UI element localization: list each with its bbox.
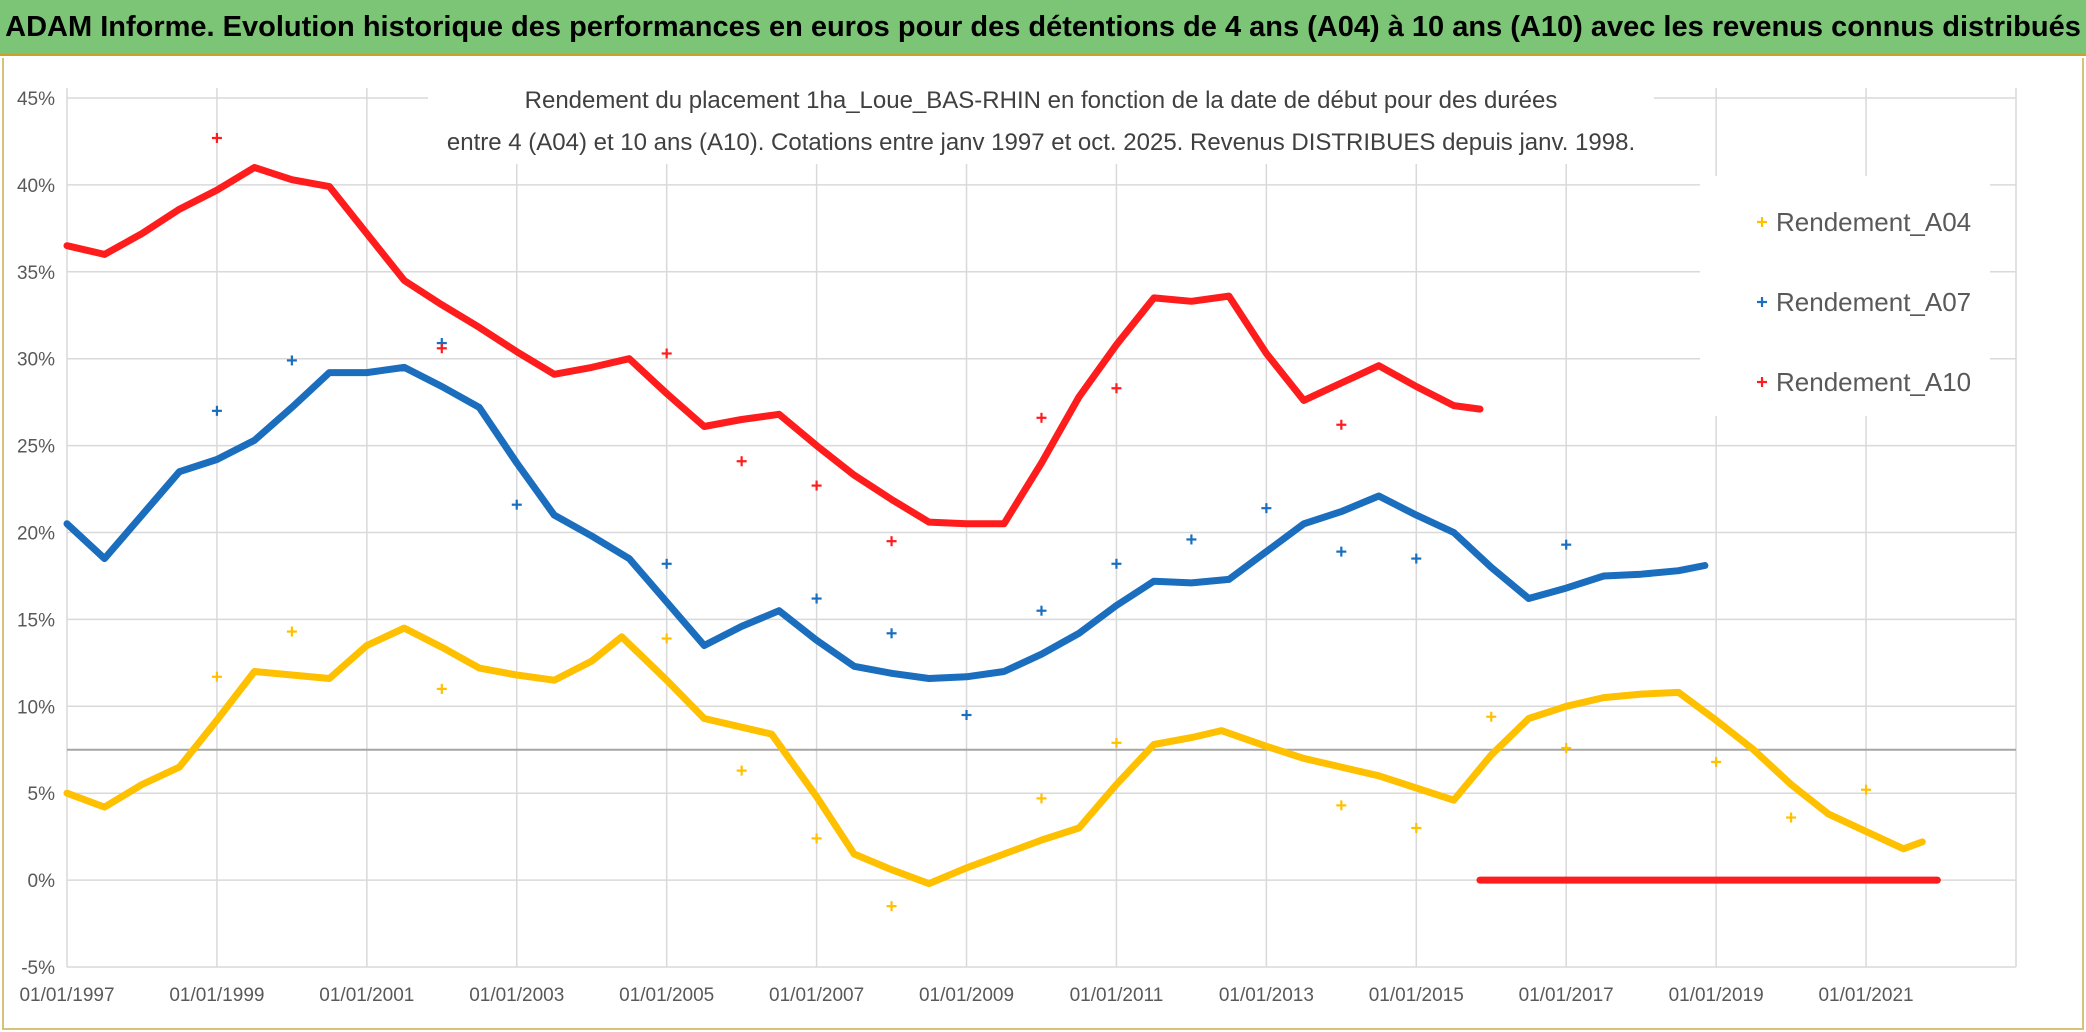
scatter-point-rendement-a10 (1036, 412, 1047, 423)
x-tick-label: 01/01/2009 (919, 985, 1014, 1006)
legend-item-rendement-a10: Rendement_A10 (1757, 367, 1971, 397)
scatter-point-rendement-a10 (811, 480, 822, 491)
scatter-point-rendement-a10 (211, 132, 222, 143)
y-tick-label: 15% (17, 610, 55, 631)
scatter-point-rendement-a07 (1411, 553, 1422, 564)
scatter-point-rendement-a07 (286, 355, 297, 366)
y-tick-label: 0% (28, 871, 56, 892)
y-tick-label: 20% (17, 524, 55, 545)
chart-grid (66, 88, 2017, 968)
x-tick-label: 01/01/2003 (469, 985, 564, 1006)
scatter-point-rendement-a10 (736, 456, 747, 467)
legend: Rendement_A04 Rendement_A07 Rendement_A10 (1700, 176, 1990, 416)
x-tick-label: 01/01/2021 (1818, 985, 1913, 1006)
scatter-point-rendement-a07 (1036, 605, 1047, 616)
x-tick-label: 01/01/2013 (1219, 985, 1314, 1006)
report-title: ADAM Informe. Evolution historique des p… (5, 10, 2081, 43)
y-tick-label: 10% (17, 697, 55, 718)
scatter-point-rendement-a10 (436, 343, 447, 354)
scatter-point-rendement-a07 (1261, 503, 1272, 514)
scatter-point-rendement-a07 (1336, 546, 1347, 557)
x-tick-label: 01/01/2017 (1519, 985, 1614, 1006)
scatter-point-rendement-a04 (1036, 793, 1047, 804)
scatter-point-rendement-a04 (886, 901, 897, 912)
scatter-point-rendement-a04 (1111, 737, 1122, 748)
scatter-point-rendement-a10 (1336, 419, 1347, 430)
series-line-rendement-a04 (63, 624, 1926, 888)
scatter-point-rendement-a04 (286, 626, 297, 637)
scatter-point-rendement-a07 (1111, 558, 1122, 569)
series-line-rendement-a07 (63, 363, 1709, 682)
legend-background (1700, 176, 1990, 416)
legend-label: Rendement_A04 (1776, 207, 1971, 237)
scatter-point-rendement-a10 (661, 348, 672, 359)
scatter-point-rendement-a07 (811, 593, 822, 604)
scatter-point-rendement-a07 (1186, 534, 1197, 545)
x-tick-label: 01/01/2001 (319, 985, 414, 1006)
x-tick-label: 01/01/2005 (619, 985, 714, 1006)
scatter-point-rendement-a04 (1486, 711, 1497, 722)
y-tick-label: 40% (17, 176, 55, 197)
y-tick-label: 5% (28, 784, 56, 805)
x-axis: 01/01/1997 01/01/1999 01/01/2001 01/01/2003… (19, 985, 1913, 1006)
scatter-point-rendement-a07 (661, 558, 672, 569)
legend-label: Rendement_A10 (1776, 367, 1971, 397)
chart-frame (2, 58, 2084, 1030)
scatter-point-rendement-a04 (1861, 784, 1872, 795)
scatter-points-layer (211, 132, 1872, 912)
chart-title-line-2: entre 4 (A04) et 10 ans (A10). Cotations… (447, 129, 1635, 156)
scatter-point-rendement-a04 (1336, 800, 1347, 811)
chart-title-line-1: Rendement du placement 1ha_Loue_BAS-RHIN… (525, 87, 1558, 114)
y-tick-label: 25% (17, 437, 55, 458)
report-banner: ADAM Informe. Evolution historique des p… (0, 0, 2086, 56)
legend-item-rendement-a07: Rendement_A07 (1757, 287, 1971, 317)
legend-label: Rendement_A07 (1776, 287, 1971, 317)
x-tick-label: 01/01/1997 (19, 985, 114, 1006)
x-tick-label: 01/01/2015 (1369, 985, 1464, 1006)
scatter-point-rendement-a07 (961, 709, 972, 720)
y-tick-label: 35% (17, 263, 55, 284)
scatter-point-rendement-a04 (1561, 743, 1572, 754)
chart-title-background (428, 74, 1654, 164)
x-tick-label: 01/01/2019 (1669, 985, 1764, 1006)
scatter-point-rendement-a04 (1411, 822, 1422, 833)
scatter-point-rendement-a04 (736, 765, 747, 776)
chart-title-box: Rendement du placement 1ha_Loue_BAS-RHIN… (428, 74, 1654, 164)
scatter-point-rendement-a04 (211, 671, 222, 682)
scatter-point-rendement-a07 (511, 499, 522, 510)
y-axis: -5% 0% 5% 10% 15% 20% 25% 30% 35% 40% 45% (17, 89, 55, 979)
y-tick-label: 30% (17, 350, 55, 371)
scatter-point-rendement-a04 (1786, 812, 1797, 823)
scatter-point-rendement-a04 (811, 833, 822, 844)
scatter-point-rendement-a07 (1561, 539, 1572, 550)
x-tick-label: 01/01/2011 (1070, 985, 1164, 1006)
scatter-point-rendement-a04 (661, 633, 672, 644)
scatter-point-rendement-a04 (436, 683, 447, 694)
x-tick-label: 01/01/2007 (769, 985, 864, 1006)
scatter-point-rendement-a10 (886, 536, 897, 547)
scatter-point-rendement-a07 (886, 628, 897, 639)
series-line-rendement-a10 (63, 164, 1484, 528)
legend-item-rendement-a04: Rendement_A04 (1757, 207, 1971, 237)
y-tick-label: 45% (17, 89, 55, 110)
series-layer (63, 164, 1941, 888)
scatter-point-rendement-a10 (1111, 383, 1122, 394)
y-tick-label: -5% (21, 958, 55, 979)
scatter-point-rendement-a04 (1711, 756, 1722, 767)
x-tick-label: 01/01/1999 (169, 985, 264, 1006)
scatter-point-rendement-a07 (211, 405, 222, 416)
